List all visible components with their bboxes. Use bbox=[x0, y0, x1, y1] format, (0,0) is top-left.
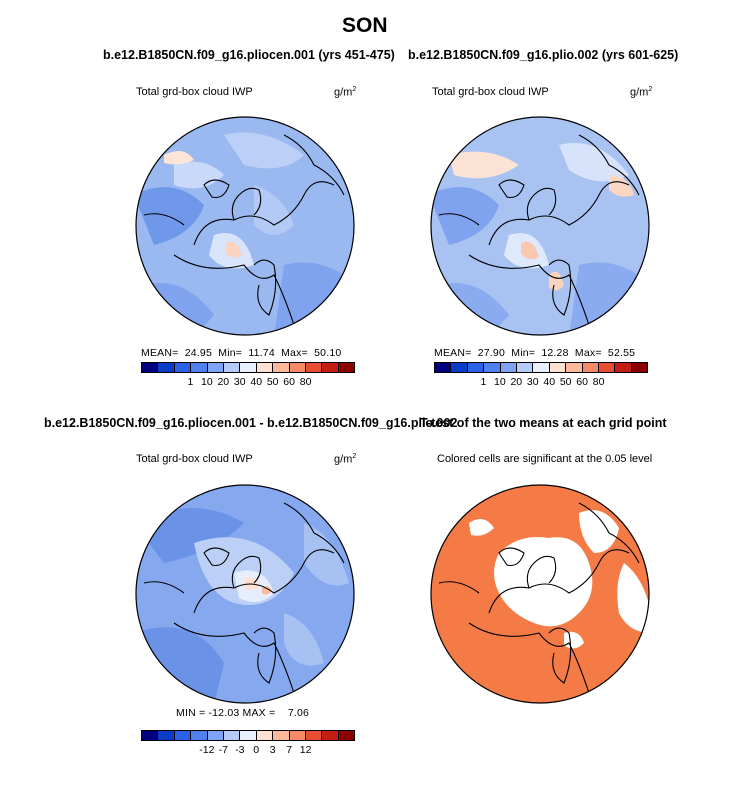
colorbar-swatch bbox=[157, 363, 174, 372]
panel2-colorbar bbox=[434, 362, 648, 373]
panel4-map bbox=[430, 484, 650, 704]
colorbar-tick-label: 3 bbox=[269, 744, 276, 756]
colorbar-tick-label: 1 bbox=[480, 376, 487, 388]
colorbar-swatch bbox=[288, 731, 305, 740]
colorbar-swatch bbox=[206, 731, 223, 740]
panel4-subtitle: Colored cells are significant at the 0.0… bbox=[437, 453, 653, 465]
colorbar-tick-label: 60 bbox=[283, 376, 295, 388]
panel2-stats: MEAN= 27.90 Min= 12.28 Max= 52.55 bbox=[434, 347, 636, 359]
colorbar-swatch bbox=[272, 731, 289, 740]
panel1-header: b.e12.B1850CN.f09_g16.pliocen.001 (yrs 4… bbox=[103, 48, 395, 62]
colorbar-swatch bbox=[581, 363, 598, 372]
colorbar-swatch bbox=[190, 363, 207, 372]
colorbar-swatch bbox=[173, 363, 191, 372]
colorbar-swatch bbox=[321, 731, 338, 740]
colorbar-swatch bbox=[630, 363, 648, 372]
colorbar-swatch bbox=[288, 363, 305, 372]
colorbar-swatch bbox=[499, 363, 516, 372]
colorbar-tick-label: 40 bbox=[543, 376, 556, 388]
colorbar-swatch bbox=[614, 363, 631, 372]
colorbar-tick-label: 80 bbox=[299, 376, 312, 388]
colorbar-swatch bbox=[142, 731, 158, 740]
panel1-units: g/m2 bbox=[334, 86, 357, 99]
colorbar-swatch bbox=[272, 363, 289, 372]
panel3-stats: MIN = -12.03 MAX = 7.06 bbox=[176, 707, 310, 719]
panel2-variable-label: Total grd-box cloud IWP bbox=[432, 86, 549, 98]
colorbar-swatch bbox=[597, 363, 615, 372]
panel1-colorbar-ticks: 1 10 20 30 40 50 60 80 bbox=[141, 376, 355, 390]
colorbar-tick-label: -12 bbox=[199, 744, 215, 756]
colorbar-swatch bbox=[304, 363, 322, 372]
colorbar-tick-label: -3 bbox=[235, 744, 245, 756]
colorbar-tick-label: 50 bbox=[266, 376, 279, 388]
panel3-colorbar bbox=[141, 730, 355, 741]
panel3-units: g/m2 bbox=[334, 453, 357, 466]
colorbar-swatch bbox=[157, 731, 174, 740]
panel2-colorbar-ticks: 1 10 20 30 40 50 60 80 bbox=[434, 376, 648, 390]
colorbar-swatch bbox=[190, 731, 207, 740]
colorbar-swatch bbox=[337, 731, 355, 740]
colorbar-tick-label: 30 bbox=[526, 376, 539, 388]
panel3-map bbox=[135, 484, 355, 704]
colorbar-tick-label: -7 bbox=[218, 744, 228, 756]
colorbar-swatch bbox=[435, 363, 451, 372]
panel3-variable-label: Total grd-box cloud IWP bbox=[136, 453, 253, 465]
colorbar-tick-label: 7 bbox=[286, 744, 293, 756]
colorbar-swatch bbox=[222, 731, 240, 740]
colorbar-swatch bbox=[222, 363, 240, 372]
colorbar-swatch bbox=[142, 363, 158, 372]
colorbar-swatch bbox=[173, 731, 191, 740]
panel4-header: T-test of the two means at each grid poi… bbox=[420, 416, 667, 430]
panel3-header: b.e12.B1850CN.f09_g16.pliocen.001 - b.e1… bbox=[44, 416, 458, 430]
colorbar-tick-label: 80 bbox=[592, 376, 605, 388]
colorbar-swatch bbox=[466, 363, 484, 372]
colorbar-swatch bbox=[337, 363, 355, 372]
colorbar-tick-label: 50 bbox=[559, 376, 572, 388]
colorbar-swatch bbox=[239, 363, 256, 372]
colorbar-swatch bbox=[565, 363, 582, 372]
colorbar-swatch bbox=[255, 363, 273, 372]
panel2-units: g/m2 bbox=[630, 86, 653, 99]
panel2-map bbox=[430, 116, 650, 336]
colorbar-tick-label: 0 bbox=[253, 744, 260, 756]
colorbar-swatch bbox=[548, 363, 566, 372]
colorbar-tick-label: 20 bbox=[217, 376, 230, 388]
panel2-header: b.e12.B1850CN.f09_g16.plio.002 (yrs 601-… bbox=[408, 48, 679, 62]
colorbar-tick-label: 20 bbox=[510, 376, 523, 388]
colorbar-swatch bbox=[532, 363, 549, 372]
colorbar-tick-label: 60 bbox=[576, 376, 588, 388]
colorbar-swatch bbox=[450, 363, 467, 372]
colorbar-swatch bbox=[304, 731, 322, 740]
colorbar-tick-label: 10 bbox=[494, 376, 506, 388]
colorbar-tick-label: 12 bbox=[299, 744, 312, 756]
colorbar-swatch bbox=[206, 363, 223, 372]
figure-title: SON bbox=[342, 14, 388, 37]
colorbar-tick-label: 40 bbox=[250, 376, 263, 388]
colorbar-swatch bbox=[255, 731, 273, 740]
colorbar-swatch bbox=[483, 363, 500, 372]
colorbar-tick-label: 1 bbox=[187, 376, 194, 388]
panel1-colorbar bbox=[141, 362, 355, 373]
colorbar-tick-label: 10 bbox=[201, 376, 213, 388]
colorbar-swatch bbox=[239, 731, 256, 740]
panel1-map bbox=[135, 116, 355, 336]
panel3-colorbar-ticks: -12 -7 -3 0 3 7 12 bbox=[141, 744, 355, 758]
colorbar-swatch bbox=[515, 363, 533, 372]
colorbar-swatch bbox=[321, 363, 338, 372]
colorbar-tick-label: 30 bbox=[233, 376, 246, 388]
panel1-stats: MEAN= 24.95 Min= 11.74 Max= 50.10 bbox=[141, 347, 342, 359]
panel1-variable-label: Total grd-box cloud IWP bbox=[136, 86, 253, 98]
